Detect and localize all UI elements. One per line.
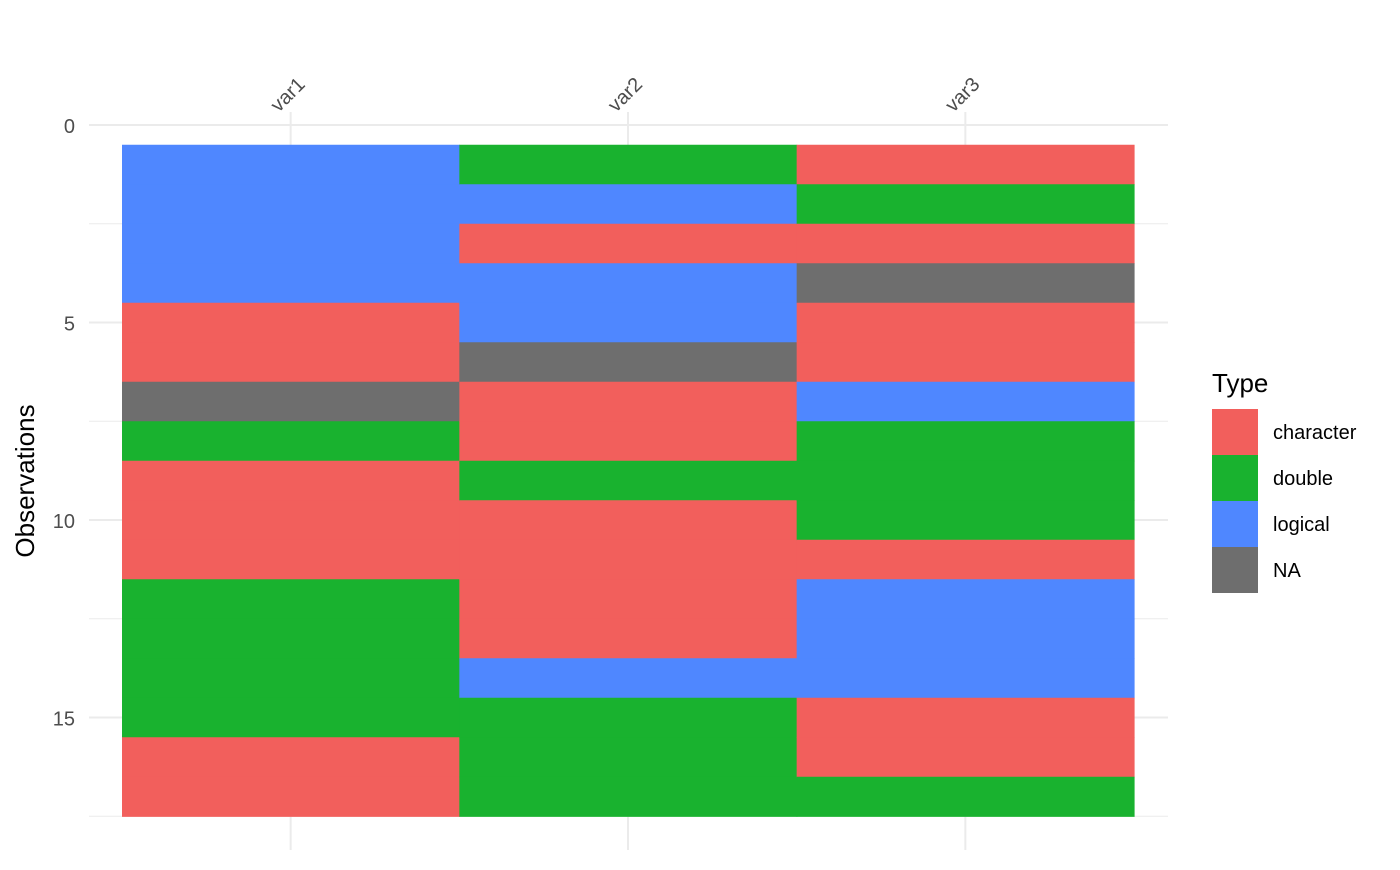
tile-var2-obs-8 xyxy=(459,421,798,462)
tile-var3-obs-12 xyxy=(796,579,1135,620)
tile-var1-obs-3 xyxy=(122,223,460,264)
tile-var2-obs-6 xyxy=(459,342,798,383)
x-tick-label-var2: var2 xyxy=(604,73,647,116)
tile-var3-obs-3 xyxy=(796,223,1135,264)
tile-var1-obs-17 xyxy=(122,776,460,817)
tile-var1-obs-6 xyxy=(122,342,460,383)
tile-var2-obs-15 xyxy=(459,697,798,738)
tile-var1-obs-13 xyxy=(122,618,460,659)
tile-var1-obs-11 xyxy=(122,539,460,580)
tile-var2-obs-7 xyxy=(459,381,798,422)
tile-var2-obs-14 xyxy=(459,658,798,699)
legend-label-logical: logical xyxy=(1273,514,1330,536)
tile-var3-obs-1 xyxy=(796,144,1135,185)
tile-var3-obs-8 xyxy=(796,421,1135,462)
tile-var2-obs-9 xyxy=(459,460,798,501)
tile-var3-obs-4 xyxy=(796,263,1135,304)
tiles-layer xyxy=(122,144,1135,817)
tile-var1-obs-7 xyxy=(122,381,460,422)
tile-var2-obs-1 xyxy=(459,144,798,185)
tile-var2-obs-10 xyxy=(459,500,798,541)
tile-var3-obs-11 xyxy=(796,539,1135,580)
y-tick-label: 0 xyxy=(64,116,75,138)
y-tick-label: 5 xyxy=(64,314,75,336)
tile-var2-obs-17 xyxy=(459,776,798,817)
y-tick-label: 15 xyxy=(53,709,75,731)
tile-var1-obs-16 xyxy=(122,737,460,778)
tile-var2-obs-3 xyxy=(459,223,798,264)
tile-var1-obs-15 xyxy=(122,697,460,738)
tile-var2-obs-5 xyxy=(459,302,798,343)
tile-var3-obs-5 xyxy=(796,302,1135,343)
legend-label-na: NA xyxy=(1273,560,1301,582)
tile-var1-obs-9 xyxy=(122,460,460,501)
tile-var2-obs-13 xyxy=(459,618,798,659)
tile-var3-obs-15 xyxy=(796,697,1135,738)
tile-var1-obs-2 xyxy=(122,184,460,225)
tile-var2-obs-16 xyxy=(459,737,798,778)
legend-key-na xyxy=(1212,547,1258,593)
tile-var3-obs-17 xyxy=(796,776,1135,817)
tile-var3-obs-10 xyxy=(796,500,1135,541)
y-tick-label: 10 xyxy=(53,511,75,533)
y-axis-label: Observations xyxy=(10,404,40,557)
tile-var1-obs-5 xyxy=(122,302,460,343)
tile-var3-obs-13 xyxy=(796,618,1135,659)
legend-key-logical xyxy=(1212,501,1258,547)
tile-var1-obs-8 xyxy=(122,421,460,462)
tile-var1-obs-1 xyxy=(122,144,460,185)
tile-var3-obs-16 xyxy=(796,737,1135,778)
tile-var1-obs-14 xyxy=(122,658,460,699)
x-tick-label-var3: var3 xyxy=(941,73,984,116)
tile-var1-obs-12 xyxy=(122,579,460,620)
legend-key-double xyxy=(1212,455,1258,501)
tile-var3-obs-7 xyxy=(796,381,1135,422)
tile-var2-obs-4 xyxy=(459,263,798,304)
tile-var3-obs-9 xyxy=(796,460,1135,501)
tile-var1-obs-10 xyxy=(122,500,460,541)
tile-var3-obs-14 xyxy=(796,658,1135,699)
legend-title: Type xyxy=(1212,368,1268,398)
x-tick-label-var1: var1 xyxy=(267,73,310,116)
tile-var3-obs-2 xyxy=(796,184,1135,225)
tile-var2-obs-11 xyxy=(459,539,798,580)
legend: Type character double logical NA xyxy=(1212,368,1357,593)
legend-label-character: character xyxy=(1273,422,1357,444)
tile-var2-obs-2 xyxy=(459,184,798,225)
tile-var3-obs-6 xyxy=(796,342,1135,383)
legend-label-double: double xyxy=(1273,468,1333,490)
tile-var2-obs-12 xyxy=(459,579,798,620)
tile-var1-obs-4 xyxy=(122,263,460,304)
legend-key-character xyxy=(1212,409,1258,455)
